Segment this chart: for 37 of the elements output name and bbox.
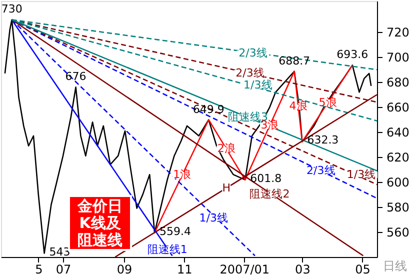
annotation: 阻速线2	[250, 188, 290, 201]
x-tick-label: 05	[355, 262, 370, 276]
annotation: 693.6	[336, 48, 368, 62]
x-tick-label: 03	[295, 262, 310, 276]
x-tick-label: 09	[116, 262, 132, 276]
annotation: 632.3	[307, 134, 339, 147]
annotation: 5浪	[318, 96, 337, 109]
x-tick-label: 5	[35, 262, 43, 276]
y-tick-label: 640	[386, 126, 410, 140]
annotation: 1/3线	[199, 211, 228, 224]
annotation: 2/3线	[238, 46, 268, 60]
x-axis-title: 日线	[383, 259, 407, 273]
annotation: H	[222, 181, 231, 194]
x-tick-label: 2007/01	[220, 262, 270, 276]
y-tick-label: 580	[386, 200, 410, 215]
annotation: 阻速线1	[147, 243, 188, 256]
annotation: 1/3线	[346, 168, 376, 181]
annotation: 2浪	[217, 142, 236, 155]
text: 金价日K线及阻速线	[76, 197, 122, 249]
annotation: 688.7	[278, 54, 310, 68]
annotation: 559.4	[160, 224, 192, 238]
annotation: 676	[65, 70, 86, 84]
y-tick-label: 660	[386, 100, 410, 115]
annotation: 730	[1, 2, 22, 16]
y-tick-label: 700	[386, 50, 410, 65]
y-tick-label: 720	[386, 26, 410, 40]
y-tick-label: 560	[386, 226, 410, 240]
annotation: 1浪	[173, 168, 192, 182]
y-tick-label: 680	[386, 76, 410, 90]
x-tick-label: 07	[56, 262, 72, 276]
y-tick-label: 600	[386, 176, 410, 190]
annotation: 2/3线	[306, 164, 336, 177]
annotation: 601.8	[250, 172, 282, 185]
x-tick-label: 11	[176, 262, 192, 276]
annotation: 2/3线	[236, 66, 264, 80]
y-tick-label: 620	[386, 150, 410, 165]
annotation: 1/3线	[244, 78, 272, 92]
